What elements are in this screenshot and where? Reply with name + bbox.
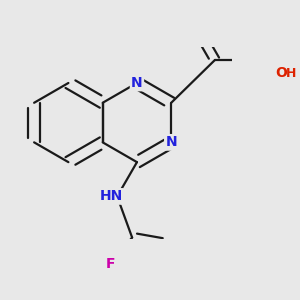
Text: N: N [165,135,177,149]
Text: H: H [286,68,296,80]
Text: F: F [105,257,115,271]
Text: N: N [131,76,143,90]
Text: HN: HN [99,189,122,203]
Text: O: O [275,66,287,80]
